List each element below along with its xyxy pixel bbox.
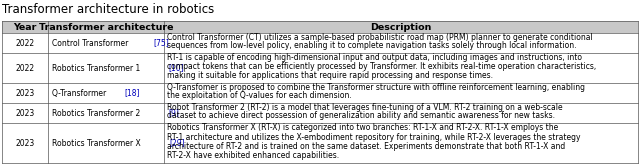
Text: RT-1 architecture and utilizes the X-embodiment repository for training, while R: RT-1 architecture and utilizes the X-emb… <box>166 133 580 142</box>
Text: dataset to achieve direct possession of generalization ability and semantic awar: dataset to achieve direct possession of … <box>166 111 555 120</box>
Text: sequences from low-level policy, enabling it to complete navigation tasks solely: sequences from low-level policy, enablin… <box>166 41 576 50</box>
Text: RT-2-X have exhibited enhanced capabilities.: RT-2-X have exhibited enhanced capabilit… <box>166 151 339 160</box>
Text: [10]: [10] <box>169 64 184 72</box>
Text: making it suitable for applications that require rapid processing and response t: making it suitable for applications that… <box>166 71 493 80</box>
Text: 2022: 2022 <box>15 64 35 72</box>
Text: 2022: 2022 <box>15 38 35 48</box>
Text: the exploitation of Q-values for each dimension.: the exploitation of Q-values for each di… <box>166 91 351 100</box>
Text: 2023: 2023 <box>15 138 35 148</box>
Text: Robot Transformer 2 (RT-2) is a model that leverages fine-tuning of a VLM. RT-2 : Robot Transformer 2 (RT-2) is a model th… <box>166 103 562 112</box>
Text: Robotics Transformer X (RT-X) is categorized into two branches: RT-1-X and RT-2-: Robotics Transformer X (RT-X) is categor… <box>166 123 558 132</box>
Text: RT-1 is capable of encoding high-dimensional input and output data, including im: RT-1 is capable of encoding high-dimensi… <box>166 53 582 62</box>
Text: Transformer architecture in robotics: Transformer architecture in robotics <box>2 3 214 16</box>
Text: compact tokens that can be efficiently processed by Transformer. It exhibits rea: compact tokens that can be efficiently p… <box>166 62 596 71</box>
Text: [18]: [18] <box>125 88 140 98</box>
Text: Robotics Transformer 2: Robotics Transformer 2 <box>52 109 143 117</box>
Text: Year: Year <box>13 22 36 32</box>
Text: architecture of RT-2 and is trained on the same dataset. Experiments demonstrate: architecture of RT-2 and is trained on t… <box>166 142 565 151</box>
Text: Description: Description <box>371 22 432 32</box>
Text: Robotics Transformer 1: Robotics Transformer 1 <box>52 64 143 72</box>
Bar <box>2 21 638 33</box>
Text: 2023: 2023 <box>15 88 35 98</box>
Text: Transformer architecture: Transformer architecture <box>39 22 173 32</box>
Text: Q-Transformer: Q-Transformer <box>52 88 108 98</box>
Text: Q-Transfomer is proposed to combine the Transformer structure with offline reinf: Q-Transfomer is proposed to combine the … <box>166 83 584 92</box>
Text: [9]: [9] <box>169 109 180 117</box>
Text: [75]: [75] <box>154 38 169 48</box>
Text: Control Transformer: Control Transformer <box>52 38 131 48</box>
Text: 2023: 2023 <box>15 109 35 117</box>
Text: [29]: [29] <box>170 138 185 148</box>
Text: Control Transformer (CT) utilizes a sample-based probabilistic road map (PRM) pl: Control Transformer (CT) utilizes a samp… <box>166 33 593 42</box>
Text: Robotics Transformer X: Robotics Transformer X <box>52 138 143 148</box>
